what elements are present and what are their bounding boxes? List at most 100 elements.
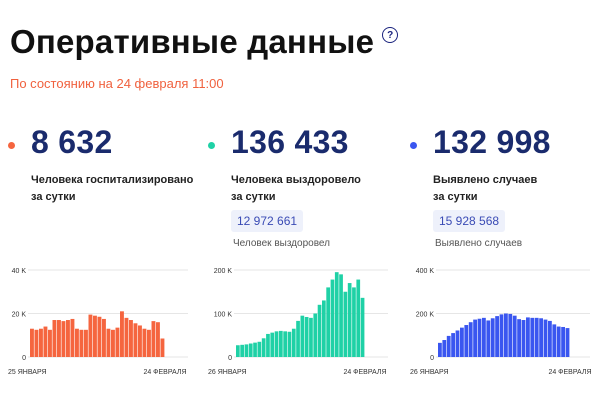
bar: [322, 300, 326, 357]
bar: [517, 319, 521, 357]
total-value-badge: 12 972 661: [231, 210, 304, 232]
bar: [526, 317, 530, 357]
total-label: Выявлено случаев: [435, 238, 523, 249]
bar: [156, 322, 160, 357]
bar: [102, 318, 106, 357]
y-tick-label: 400 K: [416, 268, 435, 275]
bar: [539, 318, 543, 357]
stat-value: 8 632: [31, 124, 113, 160]
bar: [347, 283, 352, 357]
bar: [270, 332, 275, 357]
bar: [309, 317, 313, 357]
total-value-badge: 15 928 568: [433, 210, 506, 232]
x-start-label: 26 ЯНВАРЯ: [410, 369, 449, 376]
stat-card-hospitalized: 8 632 Человека госпитализировано за сутк…: [8, 120, 198, 400]
bar: [296, 320, 300, 357]
bar: [552, 324, 557, 358]
bar: [124, 317, 129, 357]
series-dot-icon: [410, 142, 417, 149]
bar: [57, 320, 61, 357]
bar: [499, 314, 504, 357]
bar: [468, 322, 473, 357]
page-subtitle: По состоянию на 24 февраля 11:00: [10, 76, 224, 91]
bar: [240, 344, 244, 357]
bar: [521, 320, 526, 357]
bar: [274, 331, 279, 357]
y-tick-label: 200 K: [416, 312, 435, 319]
bar: [446, 335, 451, 357]
bar: [253, 342, 257, 357]
bar: [313, 313, 318, 357]
stat-label-line1: Выявлено случаев: [433, 174, 538, 186]
bar: [160, 338, 165, 357]
total-label: Человек выздоровел: [233, 238, 330, 249]
bar: [300, 315, 305, 357]
bar: [352, 287, 356, 357]
stat-label: Человека госпитализировано за сутки: [31, 172, 201, 206]
bar: [495, 316, 499, 357]
y-tick-label: 0: [228, 355, 232, 362]
bar: [438, 342, 442, 357]
bar: [79, 329, 84, 357]
question-circle-icon[interactable]: ?: [382, 27, 399, 43]
bar: [84, 329, 88, 357]
page-title: Оперативные данные: [10, 23, 375, 60]
bar: [534, 317, 539, 357]
bar: [356, 279, 361, 357]
stat-label-line2: за сутки: [231, 191, 276, 203]
bar: [530, 317, 535, 357]
bar: [455, 330, 460, 358]
bar: [106, 328, 111, 357]
series-dot-icon: [208, 142, 215, 149]
stat-label-line1: Человека госпитализировано: [31, 174, 194, 186]
bar: [138, 325, 142, 357]
bar: [556, 326, 561, 357]
stat-card-recovered: 136 433 Человека выздоровело за сутки 12…: [208, 120, 398, 400]
bar: [442, 340, 447, 357]
x-end-label: 24 ФЕВРАЛЯ: [343, 369, 386, 376]
bar: [151, 321, 156, 357]
bar: [66, 320, 70, 357]
header: Оперативные данные ?: [10, 22, 399, 62]
bar: [48, 329, 52, 357]
bar: [266, 333, 270, 357]
bar: [512, 315, 517, 357]
bar: [291, 328, 296, 357]
stat-label: Человека выздоровело за сутки: [231, 172, 401, 206]
bar: [43, 326, 48, 357]
bar: [97, 316, 102, 357]
bar: [326, 287, 330, 357]
bar: [473, 319, 477, 357]
bar: [360, 297, 365, 357]
hospitalized-chart: 0 20 K 40 K 25 ЯНВАРЯ 24 ФЕВРАЛЯ: [8, 268, 188, 376]
cases-chart: 0 200 K 400 K 26 ЯНВАРЯ 24 ФЕВРАЛЯ: [410, 268, 592, 376]
bar: [287, 331, 292, 357]
bar: [257, 341, 262, 357]
y-tick-label: 40 K: [12, 268, 27, 275]
bar: [482, 317, 486, 357]
bar: [283, 331, 287, 357]
stat-card-cases: 132 998 Выявлено случаев за сутки 15 928…: [410, 120, 600, 400]
bar: [490, 318, 495, 357]
y-tick-label: 20 K: [12, 312, 27, 319]
bar: [561, 326, 565, 357]
bar: [304, 316, 309, 357]
bar: [339, 274, 343, 357]
y-tick-label: 100 K: [214, 312, 233, 319]
bar: [61, 321, 66, 357]
stat-label-line2: за сутки: [433, 191, 478, 203]
bar: [317, 304, 322, 357]
recovered-chart: 0 100 K 200 K 26 ЯНВАРЯ 24 ФЕВРАЛЯ: [208, 268, 388, 376]
bar: [147, 329, 151, 357]
bar: [244, 344, 249, 357]
stat-value: 132 998: [433, 124, 551, 160]
bar: [451, 333, 455, 358]
bar: [477, 318, 482, 357]
bar: [504, 313, 508, 357]
bar: [30, 328, 34, 357]
bar: [261, 338, 266, 357]
x-start-label: 25 ЯНВАРЯ: [8, 369, 47, 376]
bar: [343, 291, 348, 357]
stat-label-line1: Человека выздоровело: [231, 174, 361, 186]
x-start-label: 26 ЯНВАРЯ: [208, 369, 247, 376]
